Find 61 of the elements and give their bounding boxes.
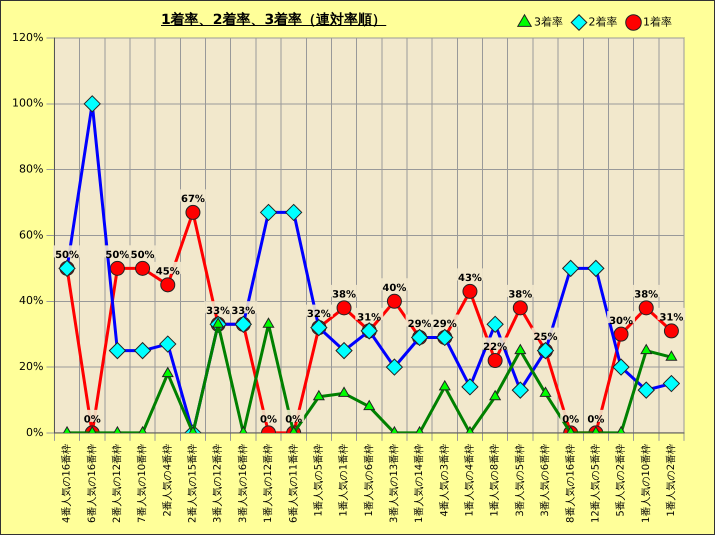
data-label: 38%	[634, 289, 658, 300]
y-tick-label: 40%	[18, 294, 44, 308]
x-tick-label: 6番人気の11番枠	[287, 444, 300, 524]
x-tick-label: 3番人気の16番枠	[236, 444, 249, 524]
x-tick-label: 2番人気の4番枠	[161, 444, 174, 517]
x-tick-label: 1番人気の1番枠	[338, 444, 350, 517]
data-label: 0%	[260, 414, 277, 426]
data-label: 50%	[130, 250, 155, 261]
x-tick-label: 7番人気の10番枠	[136, 444, 148, 524]
x-tick-label: 5番人気の2番枠	[614, 444, 627, 517]
data-label: 38%	[508, 289, 532, 300]
x-tick-label: 3番人気の12番枠	[212, 444, 224, 524]
x-tick-label: 1番人気の2番枠	[665, 444, 678, 517]
x-tick-label: 4番人気の3番枠	[438, 444, 450, 517]
x-tick-label: 1番人気の5番枠	[312, 444, 324, 517]
x-tick-label: 8番人気の16番枠	[564, 444, 576, 524]
data-label: 0%	[285, 414, 302, 426]
data-label: 50%	[105, 250, 130, 261]
y-tick-label: 60%	[18, 228, 44, 242]
y-tick-label: 100%	[12, 96, 44, 110]
x-tick-label: 6番人気の16番枠	[86, 444, 98, 524]
data-label: 0%	[84, 414, 101, 426]
data-label: 38%	[332, 289, 356, 300]
data-label: 29%	[432, 319, 457, 330]
data-label: 43%	[458, 272, 482, 284]
y-tick-label: 0%	[26, 426, 44, 439]
data-label: 33%	[206, 306, 230, 317]
legend-label: 1着率	[643, 15, 672, 28]
x-tick-label: 2番人気の15番枠	[186, 444, 199, 524]
x-tick-label: 1番人気の10番枠	[640, 444, 652, 524]
chart-title: 1着率、2着率、3着率（連対率順）	[161, 11, 386, 29]
x-tick-label: 2番人気の12番枠	[110, 444, 123, 524]
data-label: 50%	[55, 250, 80, 261]
y-tick-label: 20%	[18, 360, 44, 373]
data-label: 33%	[231, 306, 256, 317]
data-label: 0%	[562, 414, 580, 426]
data-label: 25%	[534, 332, 558, 344]
x-tick-label: 3番人気の6番枠	[539, 444, 552, 517]
data-label: 67%	[180, 194, 205, 206]
data-label: 29%	[408, 319, 432, 330]
y-tick-label: 120%	[12, 30, 44, 44]
x-tick-label: 1番人気の8番枠	[488, 444, 501, 517]
data-label: 45%	[156, 266, 180, 278]
x-tick-label: 12番人気の5番枠	[589, 444, 602, 524]
data-label: 31%	[357, 312, 382, 324]
x-tick-label: 3番人気の13番枠	[388, 444, 400, 524]
data-label: 40%	[382, 282, 406, 294]
x-tick-label: 1番人気の12番枠	[262, 444, 274, 524]
x-tick-label: 1番人気の4番枠	[464, 444, 476, 517]
data-label: 22%	[483, 342, 508, 354]
x-tick-label: 1番人気の14番枠	[413, 444, 426, 524]
legend-label: 2着率	[588, 15, 618, 28]
data-label: 31%	[659, 312, 684, 324]
x-tick-label: 3番人気の5番枠	[514, 444, 526, 517]
data-label: 0%	[587, 414, 604, 426]
data-label: 32%	[306, 309, 331, 320]
x-tick-label: 4番人気の16番枠	[60, 444, 73, 524]
data-label: 30%	[609, 316, 634, 327]
x-tick-label: 1番人気の6番枠	[362, 444, 375, 517]
legend-label: 3着率	[534, 15, 564, 28]
y-tick-label: 80%	[18, 162, 44, 176]
